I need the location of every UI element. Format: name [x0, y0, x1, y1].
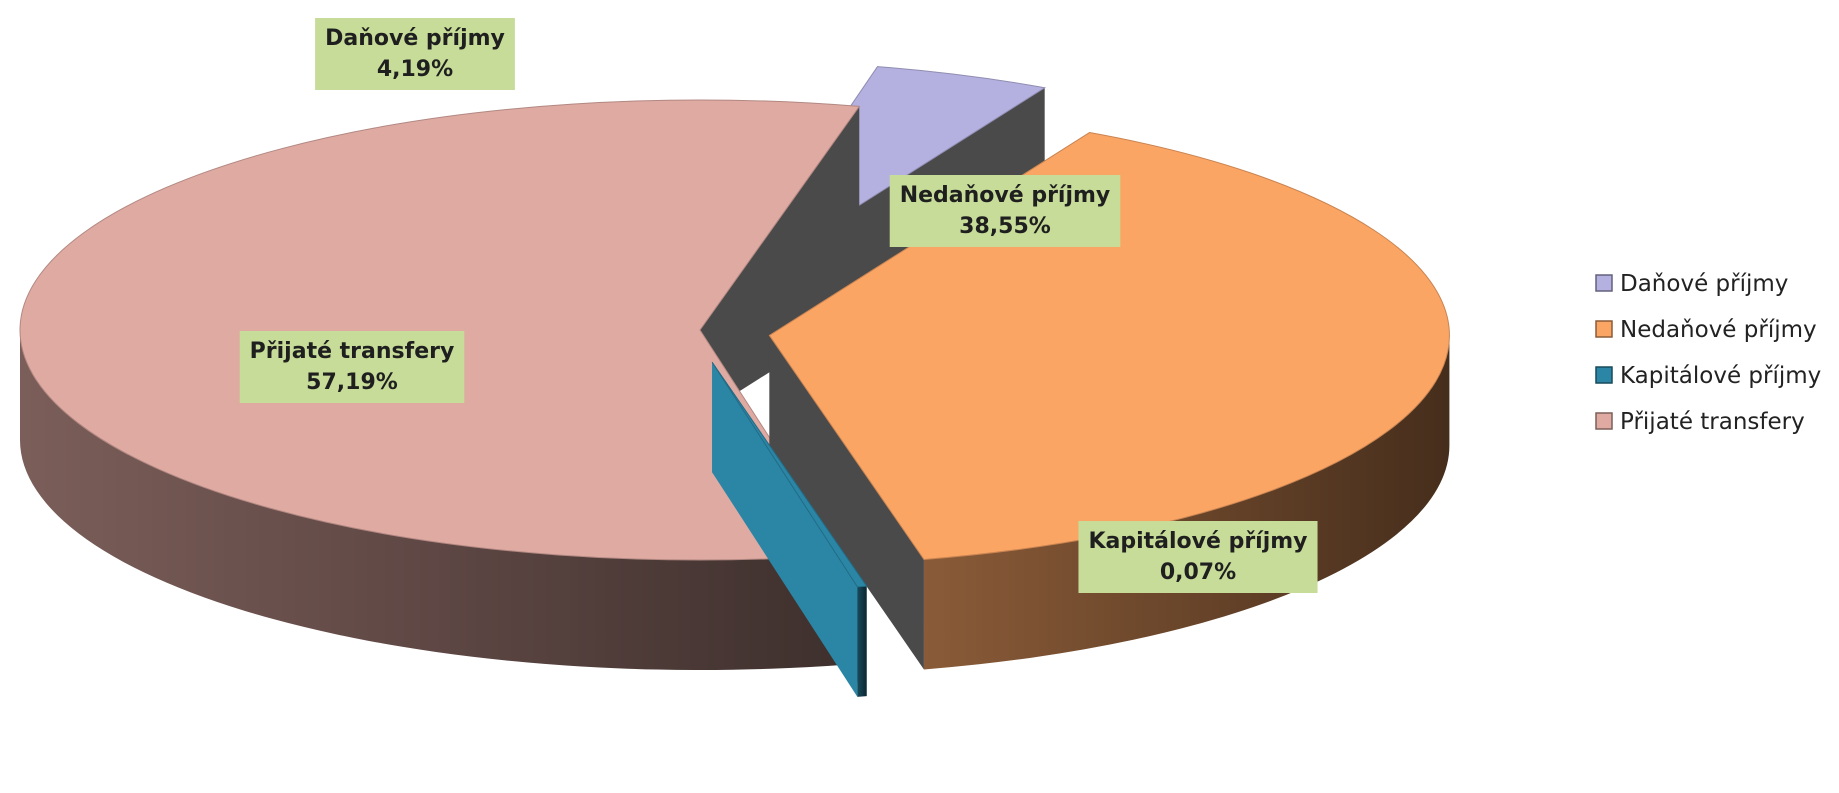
data-label-name: Přijaté transfery	[250, 339, 455, 364]
legend-swatch	[1595, 366, 1613, 384]
data-label-value: 0,07%	[1160, 560, 1236, 585]
legend-item-1: Daňové příjmy	[1595, 271, 1788, 297]
legend-label: Kapitálové příjmy	[1620, 363, 1821, 389]
data-label-background	[889, 175, 1121, 247]
legend-swatch	[1595, 274, 1613, 292]
pie-slice-3	[711, 361, 868, 697]
legend-label: Daňové příjmy	[1620, 271, 1788, 297]
legend-swatch	[1595, 412, 1613, 430]
data-label-background	[315, 18, 515, 90]
data-label-value: 57,19%	[306, 370, 398, 395]
data-label-background	[1078, 521, 1318, 593]
pie-plot-area	[19, 66, 1450, 697]
legend-label: Přijaté transfery	[1620, 409, 1805, 435]
slice-side	[857, 586, 867, 697]
slice-top	[19, 99, 861, 561]
slice-side	[923, 335, 1450, 670]
data-label-name: Daňové příjmy	[325, 26, 505, 51]
slice-top	[711, 361, 868, 588]
data-label-background	[239, 331, 465, 403]
data-label-3: Kapitálové příjmy 0,07%	[1078, 521, 1318, 593]
legend-item-4: Přijaté transfery	[1595, 409, 1805, 435]
data-label-4: Přijaté transfery 57,19%	[239, 331, 465, 403]
slice-wall	[700, 106, 860, 441]
data-label-2: Nedaňové příjmy 38,55%	[889, 175, 1121, 247]
legend: Daňové příjmy Nedaňové příjmy Kapitálové p…	[1595, 271, 1821, 435]
data-label-value: 38,55%	[959, 214, 1051, 239]
legend-item-3: Kapitálové příjmy	[1595, 363, 1821, 389]
legend-item-2: Nedaňové příjmy	[1595, 317, 1817, 343]
data-label-name: Nedaňové příjmy	[900, 183, 1111, 208]
slice-side	[20, 330, 846, 670]
data-label-1: Daňové příjmy 4,19%	[315, 18, 515, 90]
legend-swatch	[1595, 320, 1613, 338]
data-label-name: Kapitálové příjmy	[1088, 529, 1307, 554]
legend-label: Nedaňové příjmy	[1620, 317, 1817, 343]
data-labels: Daňové příjmy 4,19% Nedaňové příjmy 38,55% K…	[239, 18, 1318, 593]
data-label-value: 4,19%	[377, 57, 453, 82]
slice-wall	[769, 335, 924, 670]
slice-wall	[712, 362, 858, 697]
